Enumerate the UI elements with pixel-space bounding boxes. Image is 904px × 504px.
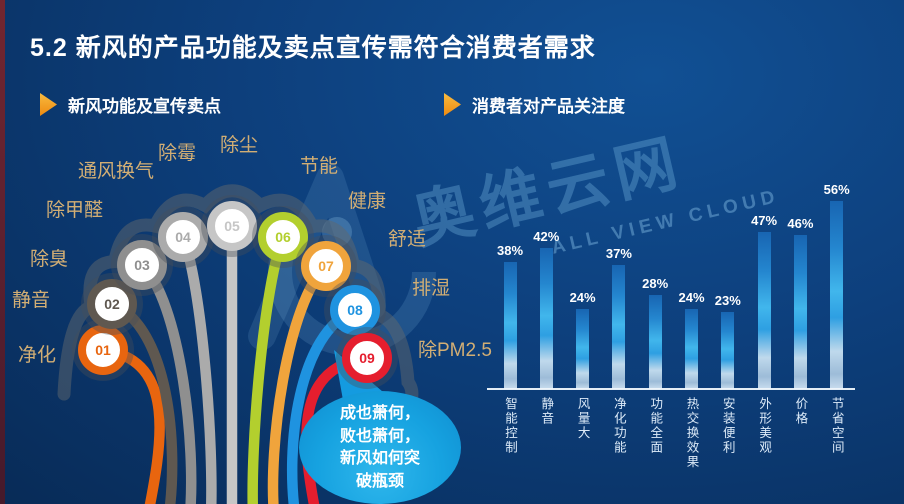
- chart-bar-功能全面: [648, 295, 662, 389]
- spray-label: 净化: [18, 345, 57, 366]
- spray-node-06: 06: [258, 212, 308, 262]
- spray-label: 除甲醛: [46, 200, 104, 221]
- chart-value-label: 47%: [751, 212, 778, 228]
- triangle-bullet-icon: [40, 93, 57, 116]
- chart-bar-安装便利: [721, 311, 735, 389]
- chart-category-label: 外形美观: [757, 397, 772, 455]
- spray-node-04: 04: [158, 212, 208, 262]
- chart-bar-智能控制: [503, 261, 517, 389]
- chart-bar-静音: [539, 248, 553, 389]
- spray-label: 节能: [300, 156, 339, 177]
- spray-label: 通风换气: [78, 161, 155, 182]
- section-header-right: 消费者对产品关注度: [444, 92, 625, 117]
- chart-bar-价格: [793, 234, 807, 389]
- chart-category-label: 安装便利: [720, 397, 735, 455]
- spray-label: 健康: [348, 191, 387, 212]
- section-header-left: 新风功能及宣传卖点: [40, 92, 221, 117]
- spray-label: 除霉: [158, 143, 197, 164]
- chart-value-label: 28%: [642, 276, 669, 292]
- left-edge-accent: [0, 0, 5, 504]
- chart-category-label: 净化功能: [611, 397, 626, 455]
- spray-cloud-outline: [57, 184, 419, 421]
- chart-bar-节省空间: [830, 201, 844, 389]
- spray-node-05: 05: [207, 201, 257, 251]
- spray-stem-01: [97, 344, 165, 504]
- spray-label: 除尘: [220, 135, 259, 156]
- spray-node-09: 09: [342, 333, 392, 383]
- chart-value-label: 24%: [678, 289, 705, 305]
- speech-bubble: [299, 391, 461, 504]
- spray-node-01: 01: [78, 325, 128, 375]
- spray-node-08: 08: [330, 285, 380, 335]
- spray-node-07: 07: [301, 241, 351, 291]
- chart-bar-风量大: [576, 308, 590, 389]
- chart-category-label: 静音: [539, 397, 554, 426]
- speech-bubble-text: 成也萧何， 败也萧何， 新风如何突 破瓶颈: [299, 403, 461, 494]
- spray-label: 除臭: [30, 249, 69, 270]
- page-title: 5.2 新风的产品功能及卖点宣传需符合消费者需求: [30, 34, 596, 62]
- chart-category-label: 价格: [793, 397, 808, 426]
- spray-label: 舒适: [388, 229, 427, 250]
- chart-category-label: 节省空间: [829, 397, 844, 455]
- bubble-line: 新风如何突: [339, 450, 420, 468]
- triangle-bullet-icon: [444, 93, 461, 116]
- chart-category-label: 风量大: [575, 397, 590, 441]
- chart-value-label: 56%: [823, 182, 850, 198]
- chart-value-label: 23%: [714, 292, 741, 308]
- chart-value-label: 42%: [533, 229, 560, 245]
- chart-value-label: 24%: [569, 289, 596, 305]
- chart-category-label: 热交换效果: [684, 397, 699, 470]
- section-header-right-label: 消费者对产品关注度: [472, 97, 625, 116]
- bubble-line: 败也萧何，: [339, 427, 420, 445]
- spray-node-03: 03: [117, 240, 167, 290]
- chart-value-label: 37%: [605, 246, 632, 262]
- chart-category-label: 智能控制: [503, 397, 517, 455]
- spray-label: 除PM2.5: [418, 340, 492, 361]
- chart-category-label: 功能全面: [648, 397, 663, 455]
- section-header-left-label: 新风功能及宣传卖点: [68, 97, 221, 116]
- chart-bar-净化功能: [612, 265, 626, 389]
- chart-value-label: 38%: [496, 242, 524, 258]
- bubble-line: 破瓶颈: [355, 473, 404, 491]
- spray-node-02: 02: [87, 279, 137, 329]
- chart-bar-外形美观: [757, 231, 771, 389]
- chart-x-axis: [487, 388, 855, 390]
- spray-label: 静音: [12, 290, 51, 311]
- chart-bar-热交换效果: [685, 308, 698, 389]
- bubble-line: 成也萧何，: [339, 405, 420, 422]
- chart-value-label: 46%: [787, 215, 814, 231]
- spray-label: 排湿: [412, 278, 451, 299]
